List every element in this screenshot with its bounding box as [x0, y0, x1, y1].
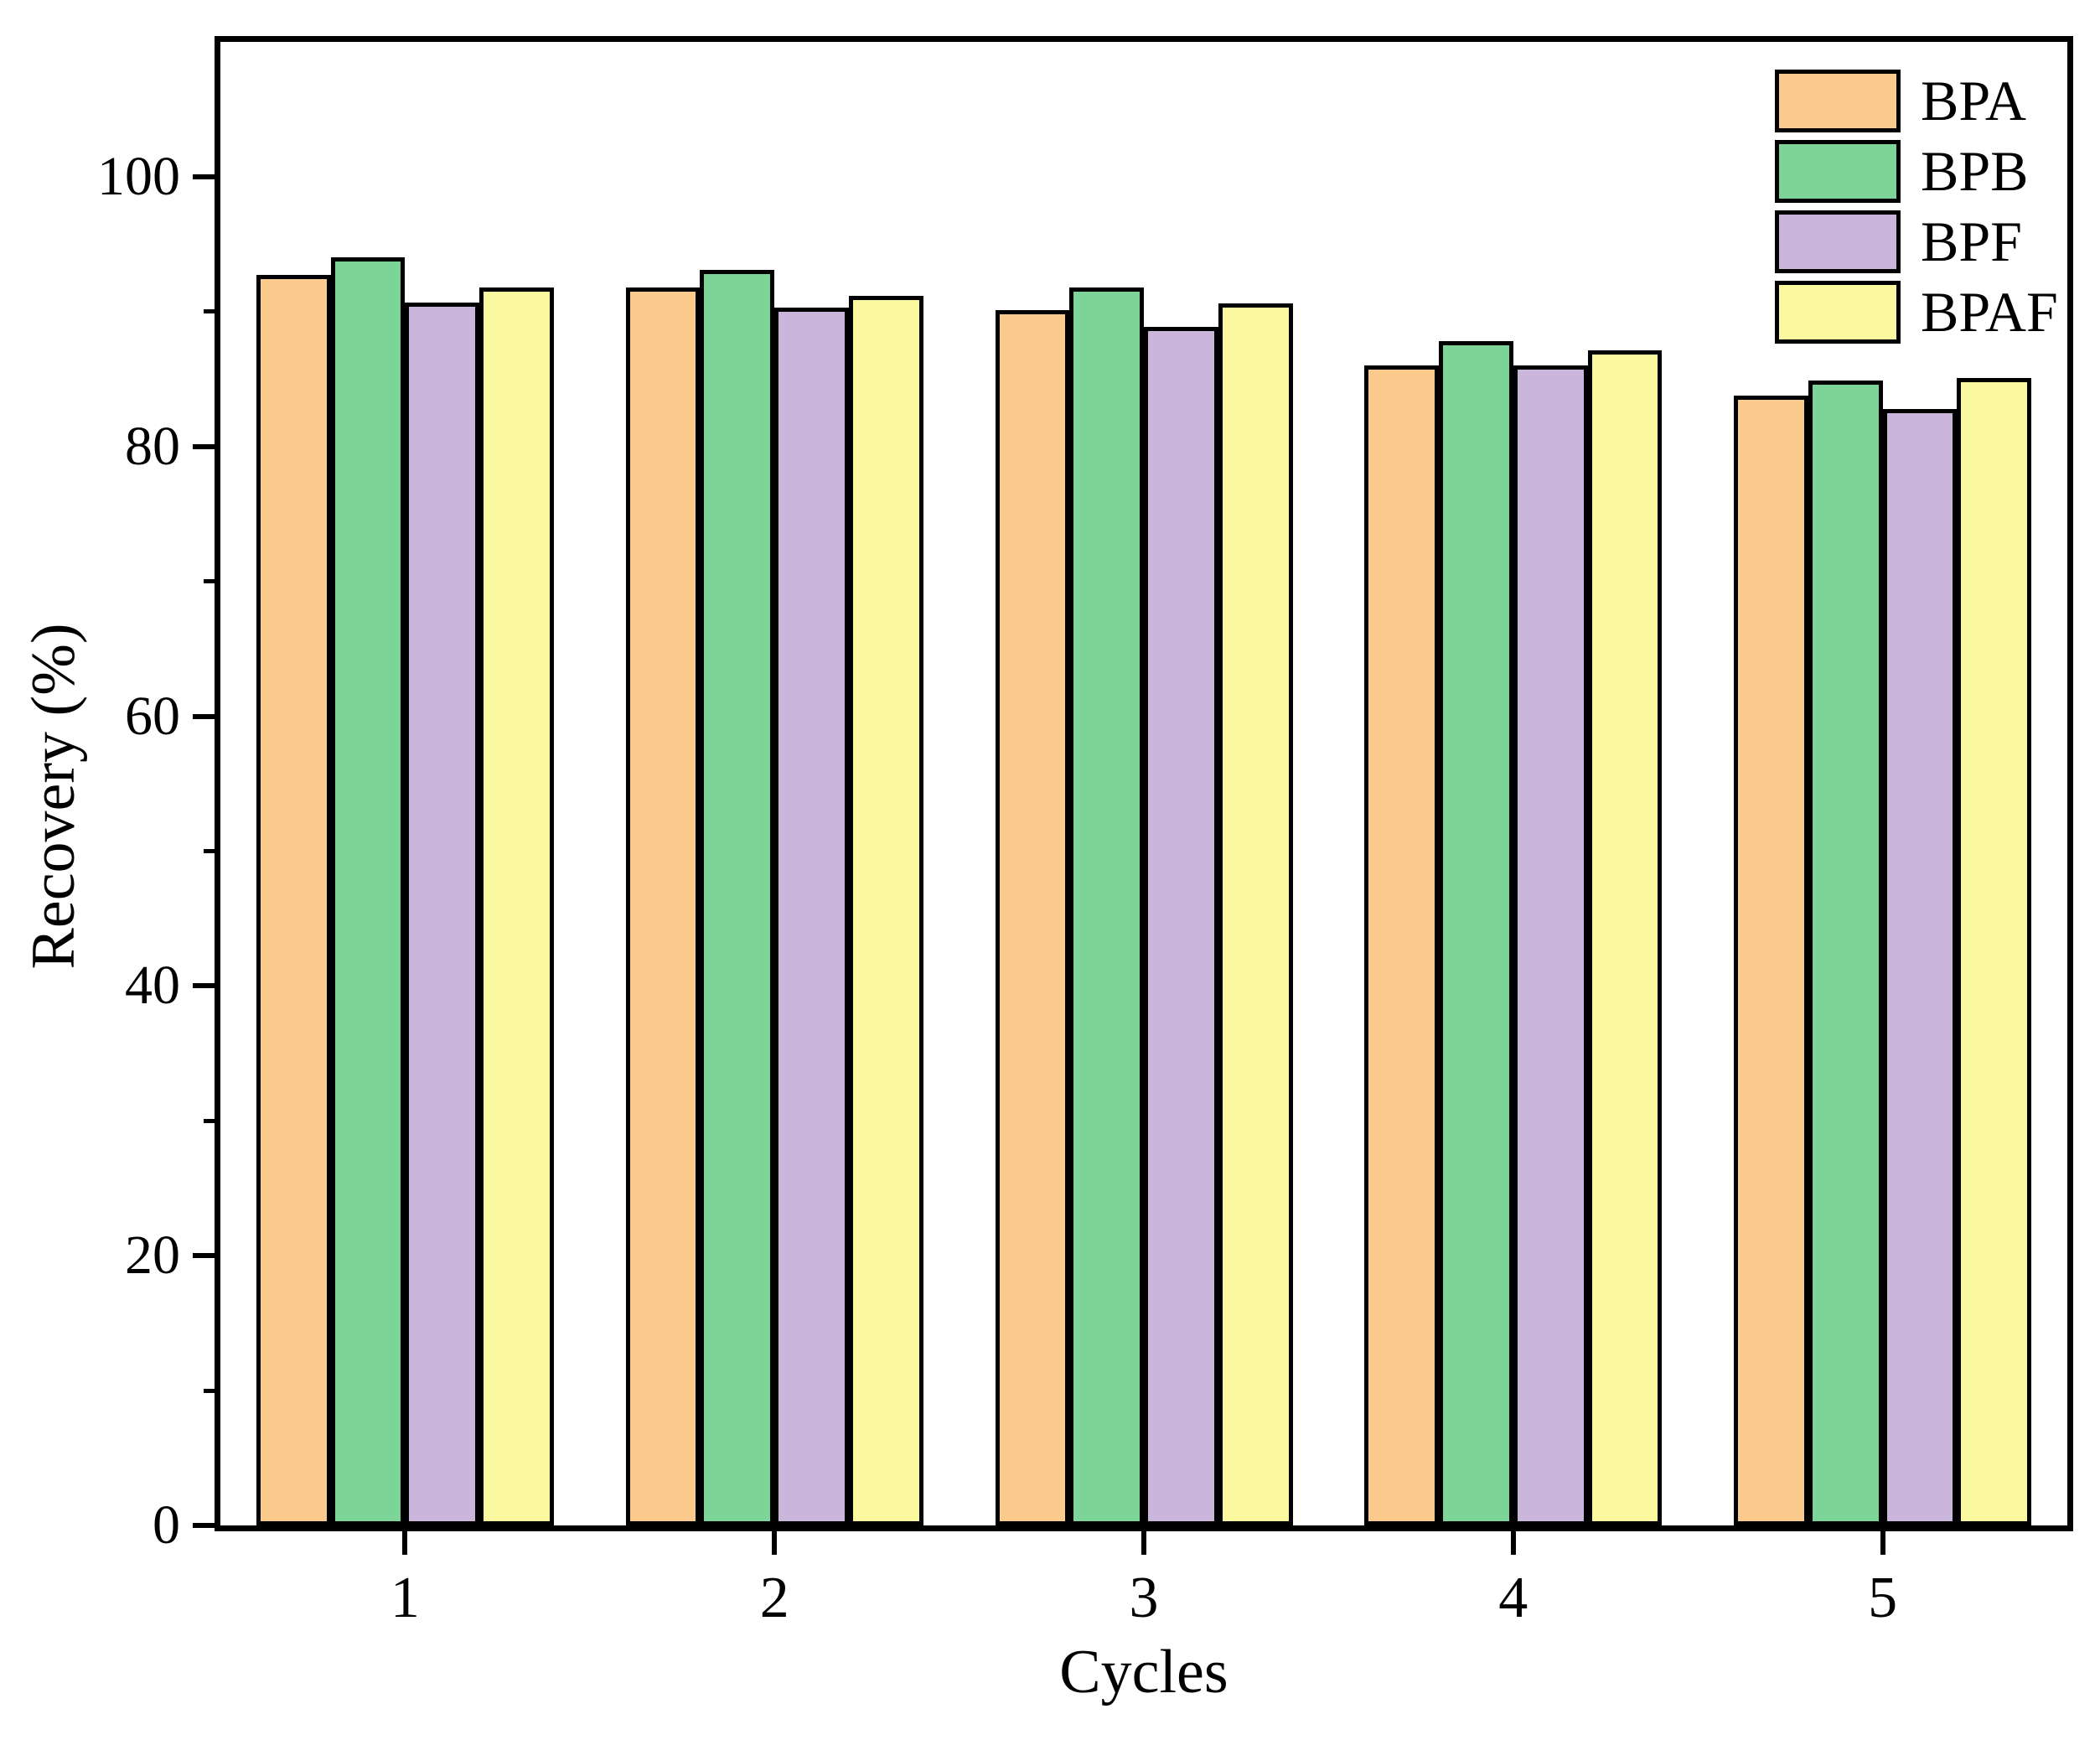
y-minor-tick	[204, 1388, 220, 1393]
x-tick	[1510, 1525, 1516, 1555]
x-tick	[402, 1525, 408, 1555]
legend-swatch-bpa	[1775, 70, 1901, 132]
legend-label-bpaf: BPAF	[1921, 280, 2058, 344]
y-major-tick	[193, 1253, 220, 1259]
y-minor-tick	[204, 579, 220, 584]
bar-bpa-cycle-4	[1364, 365, 1440, 1525]
bar-bpaf-cycle-3	[1218, 303, 1293, 1525]
bar-bpaf-cycle-4	[1587, 350, 1663, 1525]
x-tick-label: 3	[1129, 1566, 1159, 1630]
y-tick-label: 100	[97, 145, 180, 207]
bar-bpa-cycle-5	[1734, 395, 1808, 1525]
y-major-tick	[193, 713, 220, 719]
x-tick-label: 1	[390, 1566, 420, 1630]
bar-bpb-cycle-1	[330, 257, 406, 1525]
x-tick	[772, 1525, 778, 1555]
y-tick-label: 20	[125, 1225, 180, 1287]
legend-swatch-bpaf	[1775, 281, 1901, 344]
x-tick-label: 2	[759, 1566, 789, 1630]
bar-bpf-cycle-5	[1882, 408, 1958, 1525]
legend-label-bpa: BPA	[1921, 69, 2027, 132]
y-major-tick	[193, 173, 220, 179]
bar-bpb-cycle-2	[700, 269, 775, 1525]
y-major-tick	[193, 443, 220, 449]
y-tick-label: 0	[153, 1494, 180, 1556]
legend-label-bpb: BPB	[1921, 139, 2029, 203]
bar-bpa-cycle-1	[256, 275, 331, 1525]
bar-bpf-cycle-4	[1513, 365, 1588, 1525]
legend-item-bpb: BPB	[1775, 140, 2051, 203]
x-tick-label: 5	[1868, 1566, 1898, 1630]
bar-bpb-cycle-3	[1069, 287, 1144, 1525]
y-tick-label: 40	[125, 955, 180, 1017]
y-tick-label: 80	[125, 415, 180, 477]
y-tick-label: 60	[125, 685, 180, 747]
x-tick	[1880, 1525, 1885, 1555]
bar-bpf-cycle-1	[405, 302, 480, 1525]
bar-bpf-cycle-2	[774, 307, 849, 1525]
legend-item-bpaf: BPAF	[1775, 281, 2058, 344]
y-major-tick	[193, 983, 220, 989]
bar-bpb-cycle-5	[1808, 380, 1883, 1525]
y-major-tick	[193, 1523, 220, 1528]
bar-bpb-cycle-4	[1439, 341, 1513, 1525]
x-axis-title: Cycles	[1059, 1638, 1228, 1706]
bar-bpaf-cycle-1	[479, 287, 554, 1525]
y-axis-title: Recovery (%)	[19, 623, 88, 970]
x-tick	[1141, 1525, 1146, 1555]
bar-bpaf-cycle-2	[848, 295, 923, 1525]
bar-bpaf-cycle-5	[1957, 377, 2032, 1525]
y-minor-tick	[204, 1118, 220, 1123]
x-tick-label: 4	[1498, 1566, 1528, 1630]
legend-label-bpf: BPF	[1921, 210, 2022, 273]
legend-item-bpf: BPF	[1775, 210, 2051, 273]
bar-bpa-cycle-3	[995, 310, 1070, 1525]
y-minor-tick	[204, 309, 220, 314]
bar-bpf-cycle-3	[1144, 326, 1218, 1525]
legend-swatch-bpf	[1775, 210, 1901, 273]
legend-item-bpa: BPA	[1775, 70, 2051, 132]
legend-swatch-bpb	[1775, 140, 1901, 203]
bar-bpa-cycle-2	[625, 287, 701, 1525]
y-minor-tick	[204, 848, 220, 853]
